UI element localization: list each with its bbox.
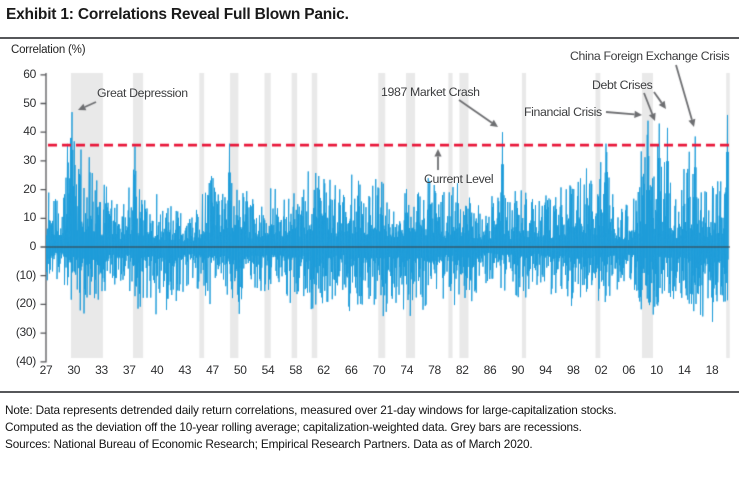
y-tick-label: 20 — [23, 181, 36, 196]
note-line-1: Note: Data represents detrended daily re… — [5, 403, 617, 417]
y-tick-label: 50 — [23, 95, 36, 110]
x-tick-label: 98 — [566, 363, 580, 377]
note-line-3: Sources: National Bureau of Economic Res… — [5, 437, 533, 451]
x-tick-label: 62 — [317, 363, 330, 377]
x-tick-label: 10 — [650, 363, 663, 377]
x-tick-label: 90 — [511, 363, 525, 377]
x-tick-label: 58 — [289, 363, 303, 377]
x-tick-label: 50 — [233, 363, 247, 377]
x-tick-label: 33 — [95, 363, 108, 377]
x-tick-label: 66 — [344, 363, 358, 377]
x-tick-label: 94 — [539, 363, 552, 377]
x-tick-label: 02 — [594, 363, 608, 377]
x-tick-label: 47 — [206, 363, 219, 377]
x-tick-label: 37 — [122, 363, 136, 377]
annotation-china-fx-crisis: China Foreign Exchange Crisis — [570, 49, 730, 63]
y-tick-label: (30) — [15, 325, 36, 340]
y-tick-label: 30 — [23, 152, 36, 167]
x-tick-label: 70 — [372, 363, 386, 377]
annotation-debt-crises: Debt Crises — [592, 78, 653, 92]
x-tick-label: 30 — [67, 363, 81, 377]
x-tick-label: 43 — [178, 363, 192, 377]
x-tick-label: 82 — [455, 363, 469, 377]
y-tick-label: 60 — [23, 66, 36, 81]
x-tick-label: 27 — [39, 363, 53, 377]
annotation-current-level: Current Level — [424, 172, 494, 186]
x-tick-label: 74 — [400, 363, 414, 377]
x-tick-label: 06 — [622, 363, 636, 377]
y-tick-label: (20) — [15, 296, 36, 311]
note-line-2: Computed as the deviation off the 10-yea… — [5, 420, 582, 434]
annotation-great-depression: Great Depression — [97, 86, 188, 100]
x-tick-label: 40 — [150, 363, 164, 377]
annotation-financial-crisis: Financial Crisis — [524, 105, 602, 119]
x-tick-label: 78 — [428, 363, 441, 377]
y-tick-label: 0 — [29, 239, 37, 253]
y-tick-label: 40 — [23, 124, 36, 139]
x-tick-label: 14 — [677, 363, 691, 377]
y-tick-label: (40) — [15, 353, 36, 368]
y-tick-label: 10 — [23, 210, 36, 225]
annotation-market-crash-1987: 1987 Market Crash — [381, 85, 480, 99]
x-tick-label: 54 — [261, 363, 275, 377]
x-tick-label: 18 — [705, 363, 719, 377]
chart-divider — [0, 391, 739, 393]
x-tick-label: 86 — [483, 363, 497, 377]
y-tick-label: (10) — [15, 267, 36, 282]
